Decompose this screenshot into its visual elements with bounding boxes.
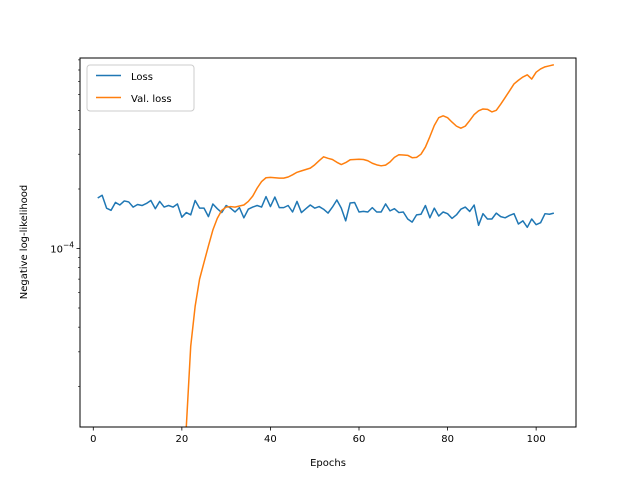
x-tick-label: 0 <box>90 434 96 445</box>
legend-box <box>86 64 195 112</box>
axes-frame <box>79 57 577 428</box>
x-axis-label: Epochs <box>310 458 346 469</box>
x-tick-label: 20 <box>175 434 188 445</box>
series-line-val-loss <box>185 64 555 427</box>
y-tick-label: 10−4 <box>50 240 74 255</box>
x-tick-label: 60 <box>353 434 366 445</box>
series-line-loss <box>97 194 555 229</box>
x-tick-label: 40 <box>264 434 277 445</box>
series-layer <box>97 64 555 427</box>
x-tick-label: 100 <box>527 434 546 445</box>
y-axis-label: Negative log-likelihood <box>19 185 30 300</box>
legend-label-loss: Loss <box>131 72 153 83</box>
x-axis: 0 20 40 60 80 100 <box>90 427 546 445</box>
legend: Loss Val. loss <box>86 64 195 112</box>
x-tick-label: 80 <box>441 434 454 445</box>
legend-label-val-loss: Val. loss <box>131 94 172 105</box>
y-axis: 10−4 <box>50 59 80 387</box>
